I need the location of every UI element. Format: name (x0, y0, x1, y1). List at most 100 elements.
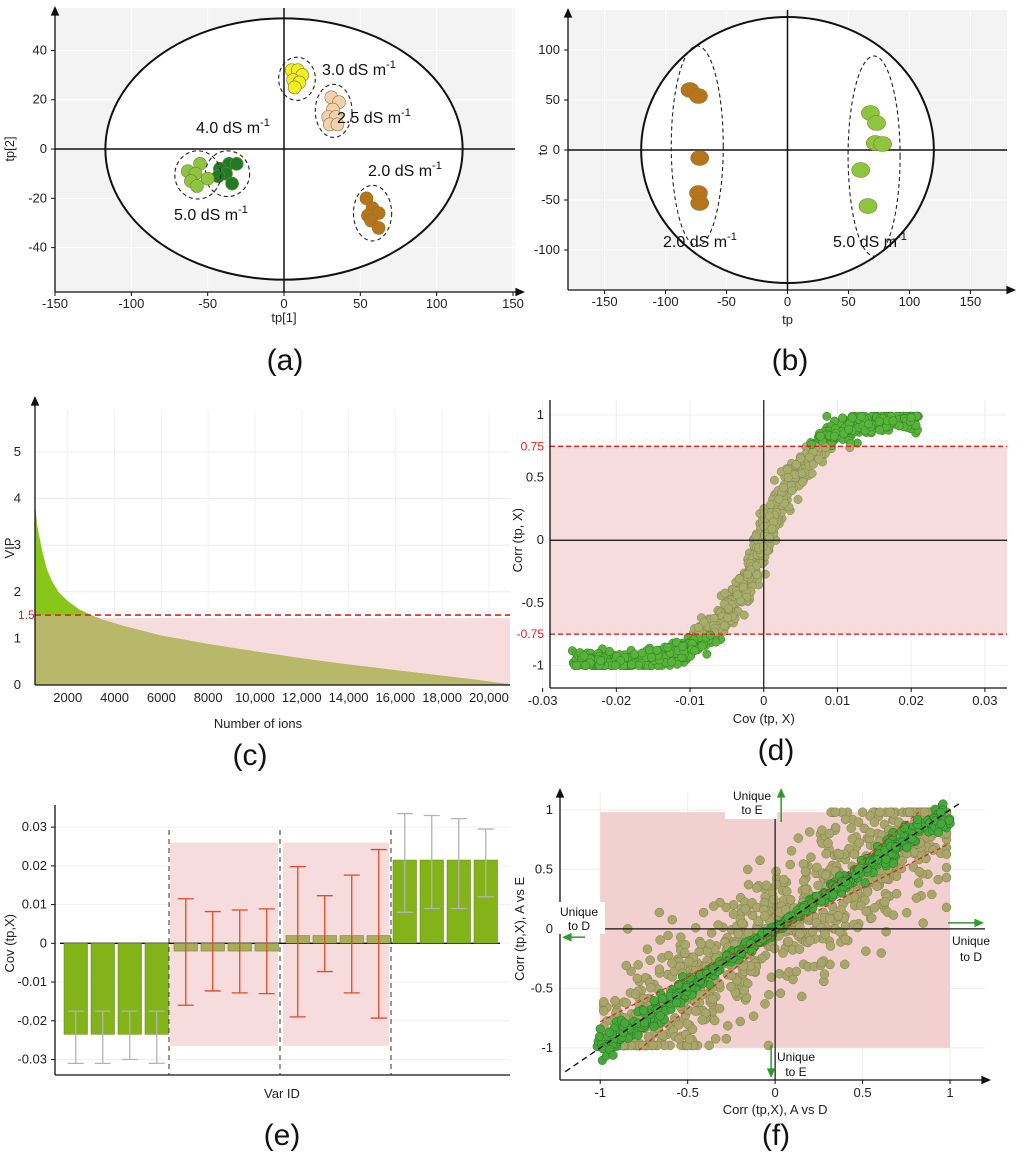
data-point (721, 902, 731, 913)
x-tick-label: 0 (760, 693, 767, 708)
y-axis-label: Corr (tp,X), A vs E (512, 877, 527, 981)
data-point (751, 531, 761, 541)
data-point (876, 948, 886, 958)
data-point (681, 982, 692, 992)
data-point (902, 843, 912, 853)
data-point (702, 649, 712, 659)
y-tick-label: 5 (14, 444, 21, 459)
data-point (610, 995, 620, 1006)
data-point (627, 660, 637, 670)
data-point (912, 815, 923, 825)
data-point (738, 582, 748, 592)
annotation-arrowhead (766, 1068, 776, 1078)
y-tick-label: 0.02 (22, 858, 47, 873)
y-tick-label: 4 (14, 491, 21, 506)
y-axis-label: Corr (tp, X) (510, 508, 525, 572)
data-point (814, 454, 824, 464)
data-point (800, 866, 811, 877)
data-point (941, 902, 952, 913)
data-point (941, 862, 952, 873)
data-point (830, 807, 841, 817)
data-point (778, 948, 788, 958)
data-point (639, 1006, 649, 1016)
data-point (739, 610, 749, 620)
data-point (696, 939, 706, 949)
data-point (767, 524, 777, 534)
data-point (840, 959, 850, 970)
data-point (807, 926, 818, 937)
data-point (646, 652, 656, 662)
group-label-sup: -1 (897, 231, 907, 243)
data-point (778, 482, 788, 492)
y-tick-label: 2 (14, 584, 21, 599)
group-label: 2.0 dS m-1 (663, 231, 737, 251)
data-point (854, 865, 864, 875)
annotation-bg (553, 902, 605, 934)
data-point (881, 854, 891, 864)
data-point (791, 966, 802, 977)
x-tick-label: -150 (592, 294, 618, 309)
x-tick-label: 100 (426, 296, 448, 311)
data-point (572, 661, 582, 670)
data-point (713, 920, 723, 930)
data-point (891, 888, 902, 899)
data-point (913, 878, 924, 888)
data-point (914, 866, 925, 877)
data-point (775, 988, 786, 998)
annotation-text: to E (785, 1065, 806, 1079)
x-tick-label: 20,000 (469, 690, 509, 705)
data-point (752, 883, 762, 893)
data-point (867, 115, 886, 131)
x-tick-label: 0.02 (899, 693, 924, 708)
data-point (806, 852, 816, 862)
y-axis-arrow (50, 6, 60, 16)
y-tick-label: 0 (546, 921, 553, 936)
data-point (684, 956, 694, 967)
data-point (805, 452, 815, 462)
x-tick-label: 12,000 (282, 690, 322, 705)
data-point (633, 960, 643, 970)
x-tick-label: 0 (772, 1085, 779, 1100)
data-point (604, 1027, 614, 1037)
data-point (825, 941, 836, 951)
threshold-label: 1.5 (18, 608, 35, 622)
data-point (697, 1015, 708, 1025)
data-point (632, 973, 642, 984)
annotation-text: to E (741, 803, 762, 817)
data-point (758, 542, 768, 552)
annotation-bg (725, 787, 777, 819)
data-point (800, 884, 811, 895)
data-point (921, 853, 931, 864)
y-tick-label: 0.5 (526, 470, 544, 485)
data-point (371, 221, 386, 235)
annotation-text: Unique (560, 905, 598, 919)
data-point (794, 944, 805, 954)
group-label: 5.0 dS m-1 (174, 204, 248, 224)
data-point (791, 460, 801, 470)
data-point (706, 928, 717, 938)
data-point (888, 910, 899, 920)
panel-caption-e: (e) (264, 1119, 301, 1152)
data-point (798, 903, 808, 913)
data-point (854, 838, 865, 848)
data-point (829, 431, 839, 441)
annotation-text: Unique (952, 934, 990, 948)
data-point (783, 473, 793, 483)
data-point (771, 879, 781, 890)
x-axis-label: Cov (tp, X) (733, 711, 795, 726)
data-point (769, 475, 779, 485)
data-point (821, 848, 831, 859)
data-point (807, 440, 817, 450)
data-point (869, 903, 880, 913)
x-axis-arrow (515, 287, 525, 297)
y-axis-arrow (563, 8, 573, 18)
y-tick-label: 0 (40, 935, 47, 950)
data-point (645, 983, 656, 993)
data-point (771, 866, 781, 877)
data-point (823, 838, 833, 848)
data-point (734, 574, 744, 584)
y-tick-label: -20 (28, 190, 47, 205)
y-tick-label: -100 (534, 242, 560, 257)
data-point (643, 1032, 654, 1042)
